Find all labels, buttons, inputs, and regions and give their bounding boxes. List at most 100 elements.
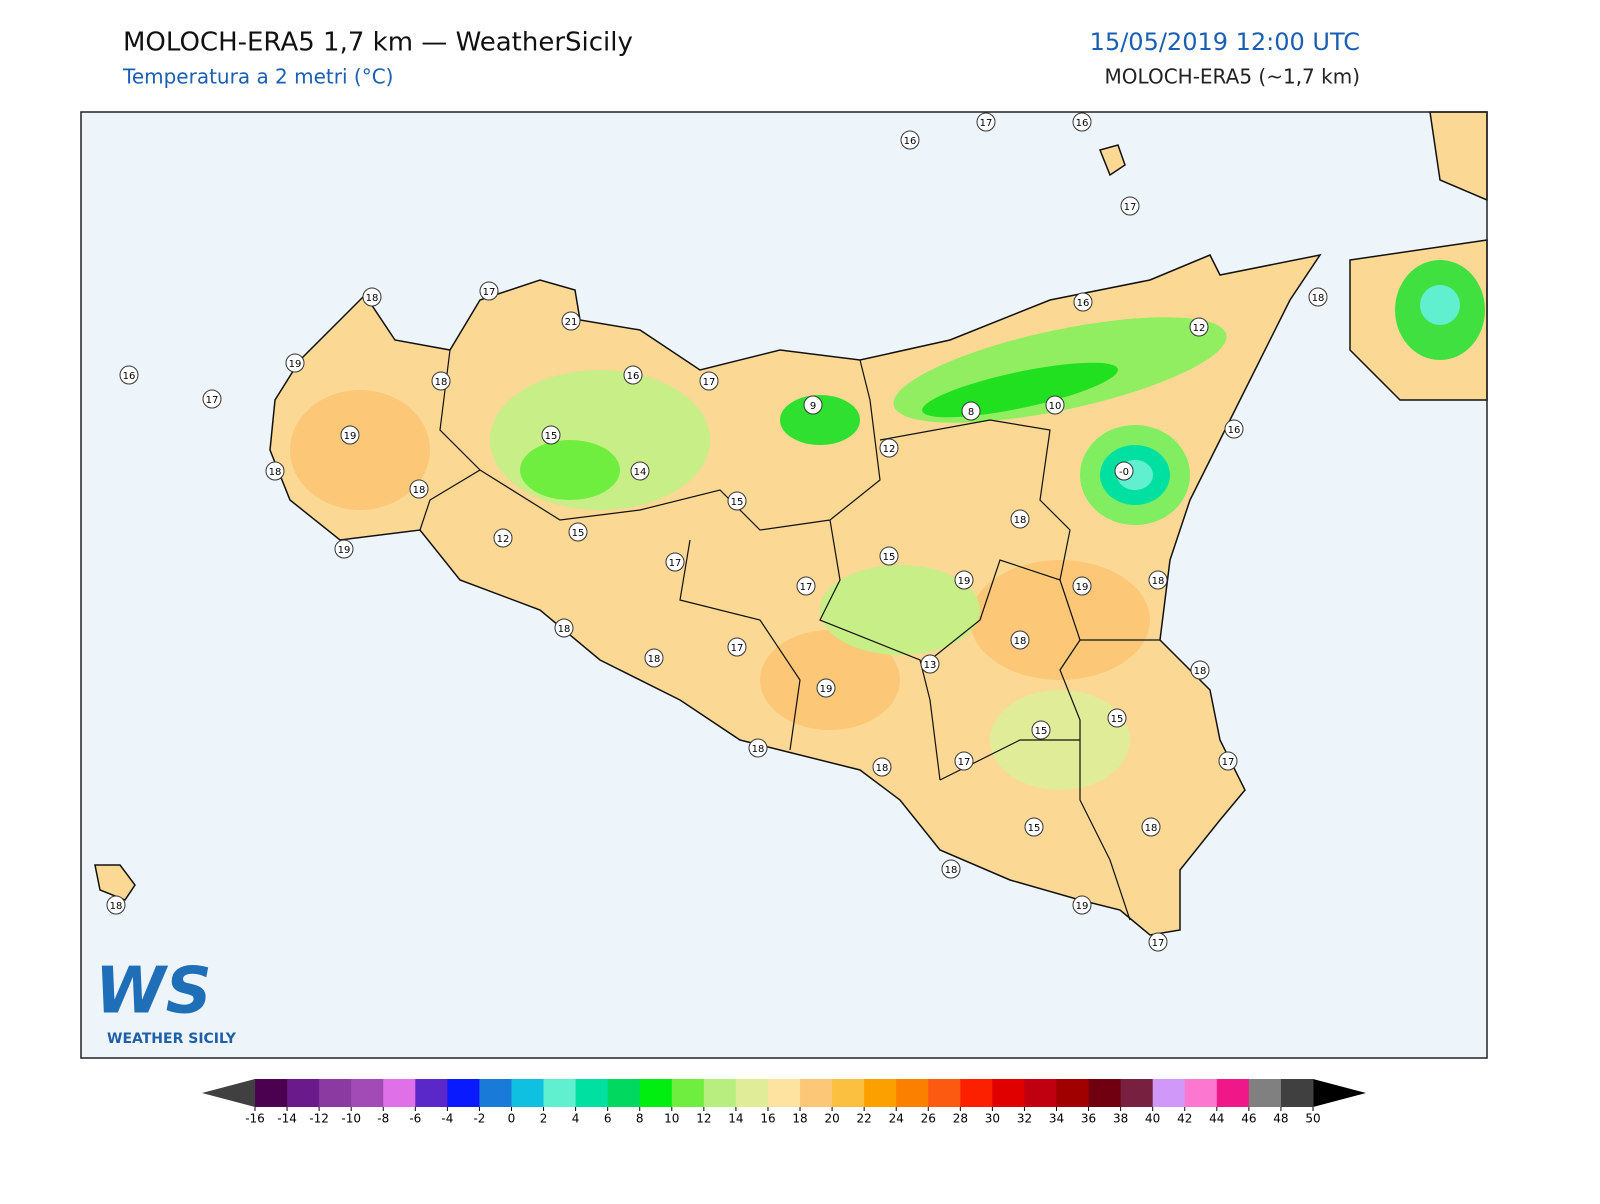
colorbar-swatch — [1248, 1079, 1282, 1107]
station-marker — [202, 389, 222, 409]
under-arrow — [202, 1079, 255, 1107]
station-value: 16 — [904, 136, 917, 147]
station-value: 17 — [731, 643, 744, 654]
colorbar-tick-label: -6 — [409, 1112, 421, 1126]
station-marker — [1189, 317, 1209, 337]
station-marker — [340, 425, 360, 445]
station-marker — [644, 648, 664, 668]
station-marker — [699, 371, 719, 391]
colorbar-tick-label: 34 — [1049, 1112, 1064, 1126]
station-value: 19 — [1076, 582, 1089, 593]
station-value: 17 — [483, 287, 496, 298]
map-frame — [80, 111, 1488, 1059]
colorbar-swatch — [511, 1079, 545, 1107]
station-marker — [1072, 576, 1092, 596]
station-value: 15 — [545, 431, 558, 442]
station-value: 16 — [627, 371, 640, 382]
colorbar-swatch — [543, 1079, 577, 1107]
cool-area — [820, 565, 980, 655]
station-value: 16 — [123, 371, 136, 382]
station-marker — [1141, 817, 1161, 837]
colorbar-tick-label: 46 — [1241, 1112, 1256, 1126]
station-marker — [1224, 419, 1244, 439]
colorbar: -16 -14 -12 -10 -8 -6 -4 -2 0 2 4 6 8 10 12 14 16 18 20 22 2… — [202, 1079, 1366, 1126]
station-value: 17 — [980, 118, 993, 129]
station-value: 17 — [703, 377, 716, 388]
over-arrow — [1313, 1079, 1366, 1107]
station-value: 18 — [752, 744, 765, 755]
colorbar-tick-label: 18 — [792, 1112, 807, 1126]
colorbar-tick-label: 24 — [889, 1112, 904, 1126]
colorbar-swatch — [607, 1079, 641, 1107]
colorbar-swatch — [896, 1079, 929, 1107]
station-marker — [568, 522, 588, 542]
colorbar-swatch — [1024, 1079, 1058, 1107]
station-value: 10 — [1049, 401, 1062, 412]
station-value: 18 — [269, 467, 282, 478]
station-value: 15 — [572, 528, 585, 539]
colorbar-swatch — [1280, 1079, 1314, 1107]
station-value: 19 — [344, 431, 357, 442]
station-marker — [119, 365, 139, 385]
station-marker — [1010, 630, 1030, 650]
cold-area — [780, 395, 860, 445]
cold-area — [1420, 285, 1460, 325]
station-value: 18 — [648, 654, 661, 665]
date: 15/05/2019 12:00 UTC — [1090, 28, 1360, 56]
station-value: 18 — [435, 377, 448, 388]
colorbar-swatch — [992, 1079, 1025, 1107]
colorbar-swatch — [735, 1079, 769, 1107]
station-value: 16 — [1077, 298, 1090, 309]
station-marker — [879, 438, 899, 458]
station-marker — [727, 637, 747, 657]
colorbar-tick-label: 26 — [921, 1112, 936, 1126]
subtitle: Temperatura a 2 metri (°C) — [122, 65, 393, 89]
colorbar-swatch — [447, 1079, 480, 1107]
colorbar-swatch — [383, 1079, 416, 1107]
station-marker — [1031, 720, 1051, 740]
colorbar-swatch — [703, 1079, 737, 1107]
station-marker — [954, 751, 974, 771]
station-marker — [1107, 708, 1127, 728]
colorbar-tick-label: 16 — [760, 1112, 775, 1126]
station-value: 18 — [1152, 576, 1165, 587]
colorbar-tick-label: 6 — [604, 1112, 612, 1126]
colorbar-swatch — [1056, 1079, 1090, 1107]
colorbar-swatch — [1216, 1079, 1250, 1107]
map: 16 17 16 17 16 17 18 17 19 18 21 19 18 18 19 16 17 15 14 9 8… — [80, 111, 1488, 1059]
station-value: 8 — [968, 407, 974, 418]
colorbar-swatch — [800, 1079, 833, 1107]
colorbar-tick-label: 0 — [508, 1112, 516, 1126]
station-marker — [1072, 895, 1092, 915]
colorbar-tick-label: -14 — [277, 1112, 297, 1126]
station-marker — [409, 479, 429, 499]
station-marker — [976, 112, 996, 132]
colorbar-tick-label: 4 — [572, 1112, 580, 1126]
station-value: 18 — [366, 293, 379, 304]
station-value: 18 — [1014, 636, 1027, 647]
station-value: 14 — [634, 467, 647, 478]
station-marker — [541, 425, 561, 445]
station-value: 17 — [958, 757, 971, 768]
station-marker — [1072, 112, 1092, 132]
station-value: 15 — [731, 497, 744, 508]
province-borders — [419, 349, 1160, 921]
station-marker — [265, 461, 285, 481]
colorbar-swatch — [767, 1079, 801, 1107]
station-marker — [493, 528, 513, 548]
station-value: 17 — [1222, 757, 1235, 768]
colorbar-swatch — [1120, 1079, 1154, 1107]
station-marker — [727, 491, 747, 511]
station-marker — [803, 395, 823, 415]
colorbar-tick-label: -16 — [245, 1112, 265, 1126]
colorbar-tick-label: 30 — [985, 1112, 1000, 1126]
station-value: 12 — [497, 534, 510, 545]
station-marker — [920, 654, 940, 674]
station-marker — [1120, 196, 1140, 216]
logo-name: WEATHER SICILY — [107, 1031, 237, 1047]
station-value: 15 — [1035, 726, 1048, 737]
station-marker — [431, 371, 451, 391]
colorbar-swatch — [639, 1079, 673, 1107]
